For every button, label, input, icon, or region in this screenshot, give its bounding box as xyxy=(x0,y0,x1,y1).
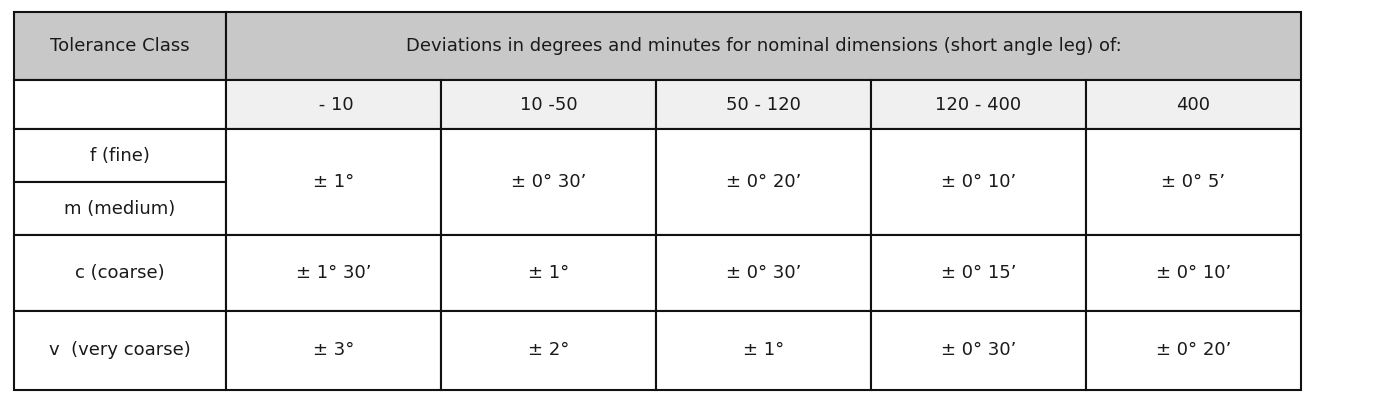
Text: ± 1° 30’: ± 1° 30’ xyxy=(296,264,372,282)
Text: ± 0° 5’: ± 0° 5’ xyxy=(1161,173,1225,191)
Bar xyxy=(1085,129,1301,235)
Bar xyxy=(657,310,870,390)
Text: Deviations in degrees and minutes for nominal dimensions (short angle leg) of:: Deviations in degrees and minutes for no… xyxy=(405,37,1122,55)
Bar xyxy=(226,235,441,310)
Bar xyxy=(441,129,657,235)
Bar xyxy=(441,310,657,390)
Text: v  (very coarse): v (very coarse) xyxy=(49,341,191,359)
Bar xyxy=(14,310,226,390)
Bar xyxy=(226,129,441,235)
Text: ± 2°: ± 2° xyxy=(528,341,569,359)
Text: 50 - 120: 50 - 120 xyxy=(726,96,800,113)
Text: ± 1°: ± 1° xyxy=(313,173,355,191)
Text: ± 1°: ± 1° xyxy=(528,264,569,282)
Text: ± 3°: ± 3° xyxy=(313,341,355,359)
Text: Tolerance Class: Tolerance Class xyxy=(50,37,190,55)
Text: ± 0° 30’: ± 0° 30’ xyxy=(726,264,802,282)
Bar xyxy=(441,235,657,310)
Bar xyxy=(657,235,870,310)
Bar xyxy=(657,129,870,235)
Text: f (fine): f (fine) xyxy=(91,146,149,165)
Text: ± 0° 20’: ± 0° 20’ xyxy=(726,173,802,191)
Bar xyxy=(14,129,226,182)
Bar xyxy=(14,12,226,80)
Text: ± 0° 10’: ± 0° 10’ xyxy=(940,173,1016,191)
Text: ± 0° 30’: ± 0° 30’ xyxy=(940,341,1016,359)
Text: ± 1°: ± 1° xyxy=(743,341,784,359)
Text: 120 - 400: 120 - 400 xyxy=(936,96,1021,113)
Text: ± 0° 20’: ± 0° 20’ xyxy=(1155,341,1231,359)
Bar xyxy=(1085,310,1301,390)
Bar xyxy=(14,80,226,129)
Bar xyxy=(14,182,226,235)
Bar xyxy=(14,235,226,310)
Text: 400: 400 xyxy=(1176,96,1210,113)
Bar xyxy=(870,310,1085,390)
Bar xyxy=(1085,235,1301,310)
Bar xyxy=(226,310,441,390)
Bar xyxy=(226,12,1301,80)
Bar xyxy=(441,80,657,129)
Text: 10 -50: 10 -50 xyxy=(520,96,577,113)
Text: c (coarse): c (coarse) xyxy=(75,264,165,282)
Bar xyxy=(226,80,441,129)
Text: ± 0° 10’: ± 0° 10’ xyxy=(1155,264,1231,282)
Bar xyxy=(870,129,1085,235)
Text: m (medium): m (medium) xyxy=(64,199,176,218)
Bar xyxy=(870,235,1085,310)
Text: ± 0° 30’: ± 0° 30’ xyxy=(511,173,587,191)
Text: ± 0° 15’: ± 0° 15’ xyxy=(940,264,1016,282)
Bar xyxy=(657,80,870,129)
Text: - 10: - 10 xyxy=(313,96,353,113)
Bar xyxy=(870,80,1085,129)
Bar xyxy=(1085,80,1301,129)
